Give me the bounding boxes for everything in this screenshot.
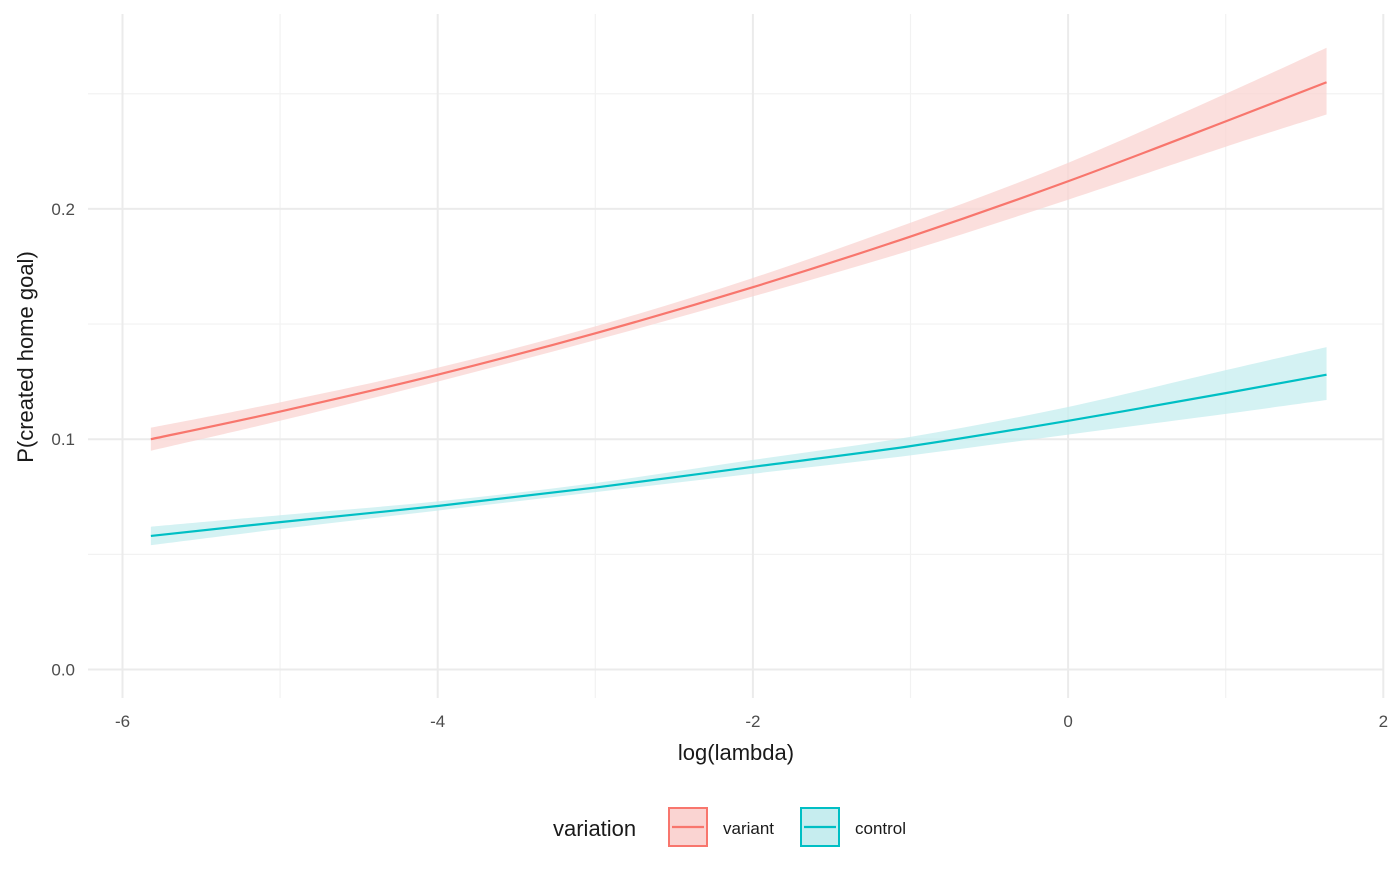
y-tick-label: 0.1 xyxy=(51,430,75,449)
legend-label-variant: variant xyxy=(723,819,774,838)
x-tick-label: -4 xyxy=(430,712,445,731)
confidence-bands xyxy=(150,47,1327,546)
x-tick-label: -6 xyxy=(115,712,130,731)
grid-major xyxy=(88,14,1385,698)
x-tick-label: 0 xyxy=(1063,712,1072,731)
legend-label-control: control xyxy=(855,819,906,838)
y-tick-label: 0.0 xyxy=(51,661,75,680)
band-control xyxy=(150,347,1327,546)
y-tick-label: 0.2 xyxy=(51,200,75,219)
x-axis-title: log(lambda) xyxy=(678,740,794,765)
legend-title: variation xyxy=(553,816,636,841)
line-control xyxy=(150,373,1327,538)
y-tick-labels: 0.0 0.1 0.2 xyxy=(51,200,75,680)
band-variant xyxy=(150,47,1327,451)
legend: variation variant control xyxy=(553,807,906,847)
y-axis-title: P(created home goal) xyxy=(13,251,38,463)
series-lines xyxy=(150,81,1327,538)
x-tick-label: 2 xyxy=(1379,712,1388,731)
line-variant xyxy=(150,81,1327,441)
x-tick-labels: -6 -4 -2 0 2 xyxy=(115,712,1388,731)
x-tick-label: -2 xyxy=(745,712,760,731)
